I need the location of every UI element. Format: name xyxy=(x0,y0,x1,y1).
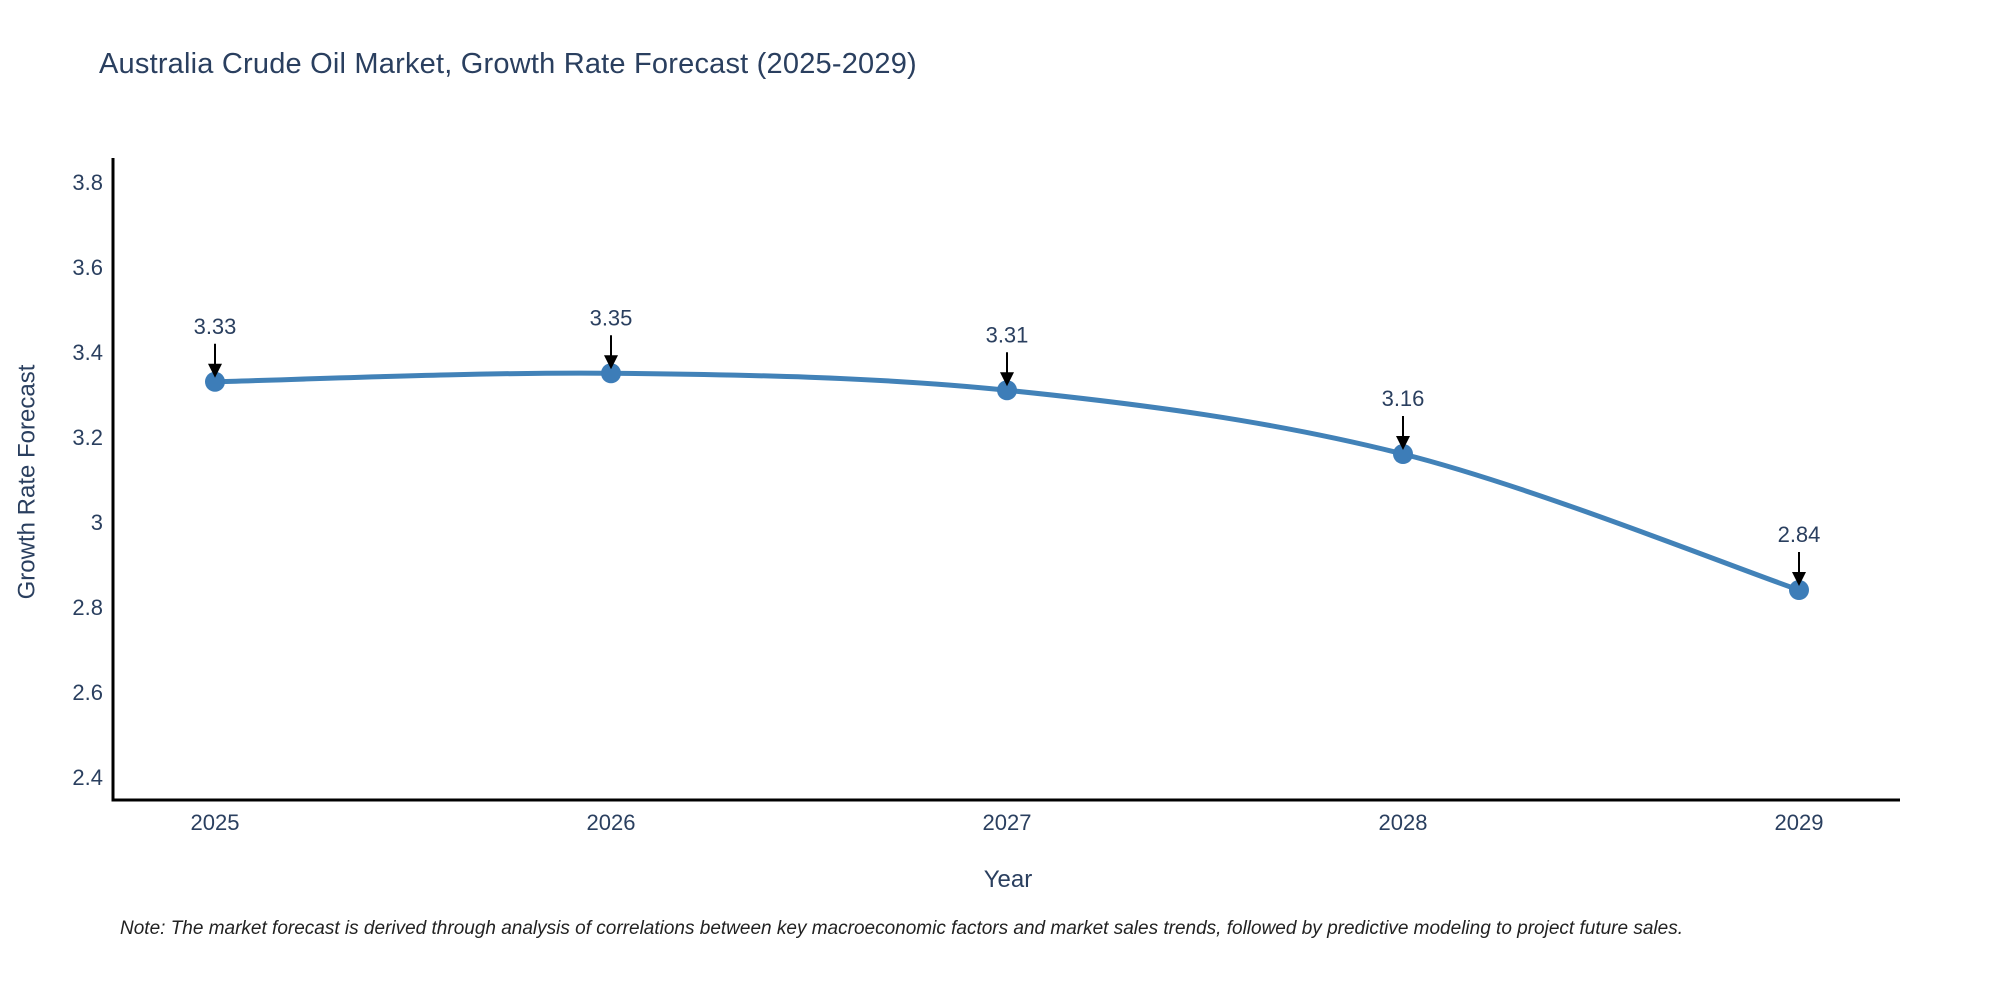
x-tick-label: 2029 xyxy=(1775,810,1824,835)
y-tick-label: 2.4 xyxy=(72,765,103,790)
x-tick-label: 2025 xyxy=(191,810,240,835)
forecast-line xyxy=(212,370,1802,593)
x-tick-label: 2027 xyxy=(983,810,1032,835)
data-label: 3.16 xyxy=(1382,386,1425,411)
y-tick-label: 3.2 xyxy=(72,425,103,450)
y-tick-label: 3 xyxy=(91,510,103,535)
annotation-arrowhead xyxy=(1000,372,1014,387)
data-label: 3.33 xyxy=(194,314,237,339)
chart-title: Australia Crude Oil Market, Growth Rate … xyxy=(99,48,917,80)
y-tick-label: 3.6 xyxy=(72,255,103,280)
annotation-arrowhead xyxy=(604,355,618,370)
data-point-marker xyxy=(205,371,225,392)
y-tick-label: 2.6 xyxy=(72,680,103,705)
tick-labels: 3.8 3.6 3.4 3.2 3 2.8 2.6 2.4 2025 2026 2027 2028 20… xyxy=(72,170,1823,835)
annotation-arrowhead xyxy=(1396,436,1410,450)
data-point-marker xyxy=(1393,444,1413,464)
y-tick-label: 3.4 xyxy=(72,340,103,365)
forecast-line-series xyxy=(205,363,1809,600)
footnote: Note: The market forecast is derived thr… xyxy=(120,918,1683,939)
x-axis-title: Year xyxy=(983,866,1033,893)
y-tick-label: 3.8 xyxy=(72,170,103,195)
data-point-marker xyxy=(997,380,1017,401)
data-annotations: 3.33 3.35 3.31 3.16 2.84 xyxy=(194,305,1821,586)
annotation-arrowhead xyxy=(208,363,222,378)
x-tick-label: 2026 xyxy=(587,810,636,835)
x-tick-label: 2028 xyxy=(1379,810,1428,835)
data-point-marker xyxy=(601,363,621,384)
y-tick-label: 2.8 xyxy=(72,595,103,620)
data-label: 3.35 xyxy=(590,305,633,330)
axes xyxy=(111,158,1900,802)
data-point-marker xyxy=(1789,580,1809,600)
data-label: 3.31 xyxy=(986,322,1029,347)
annotation-arrowhead xyxy=(1792,572,1806,586)
data-label: 2.84 xyxy=(1778,522,1821,547)
